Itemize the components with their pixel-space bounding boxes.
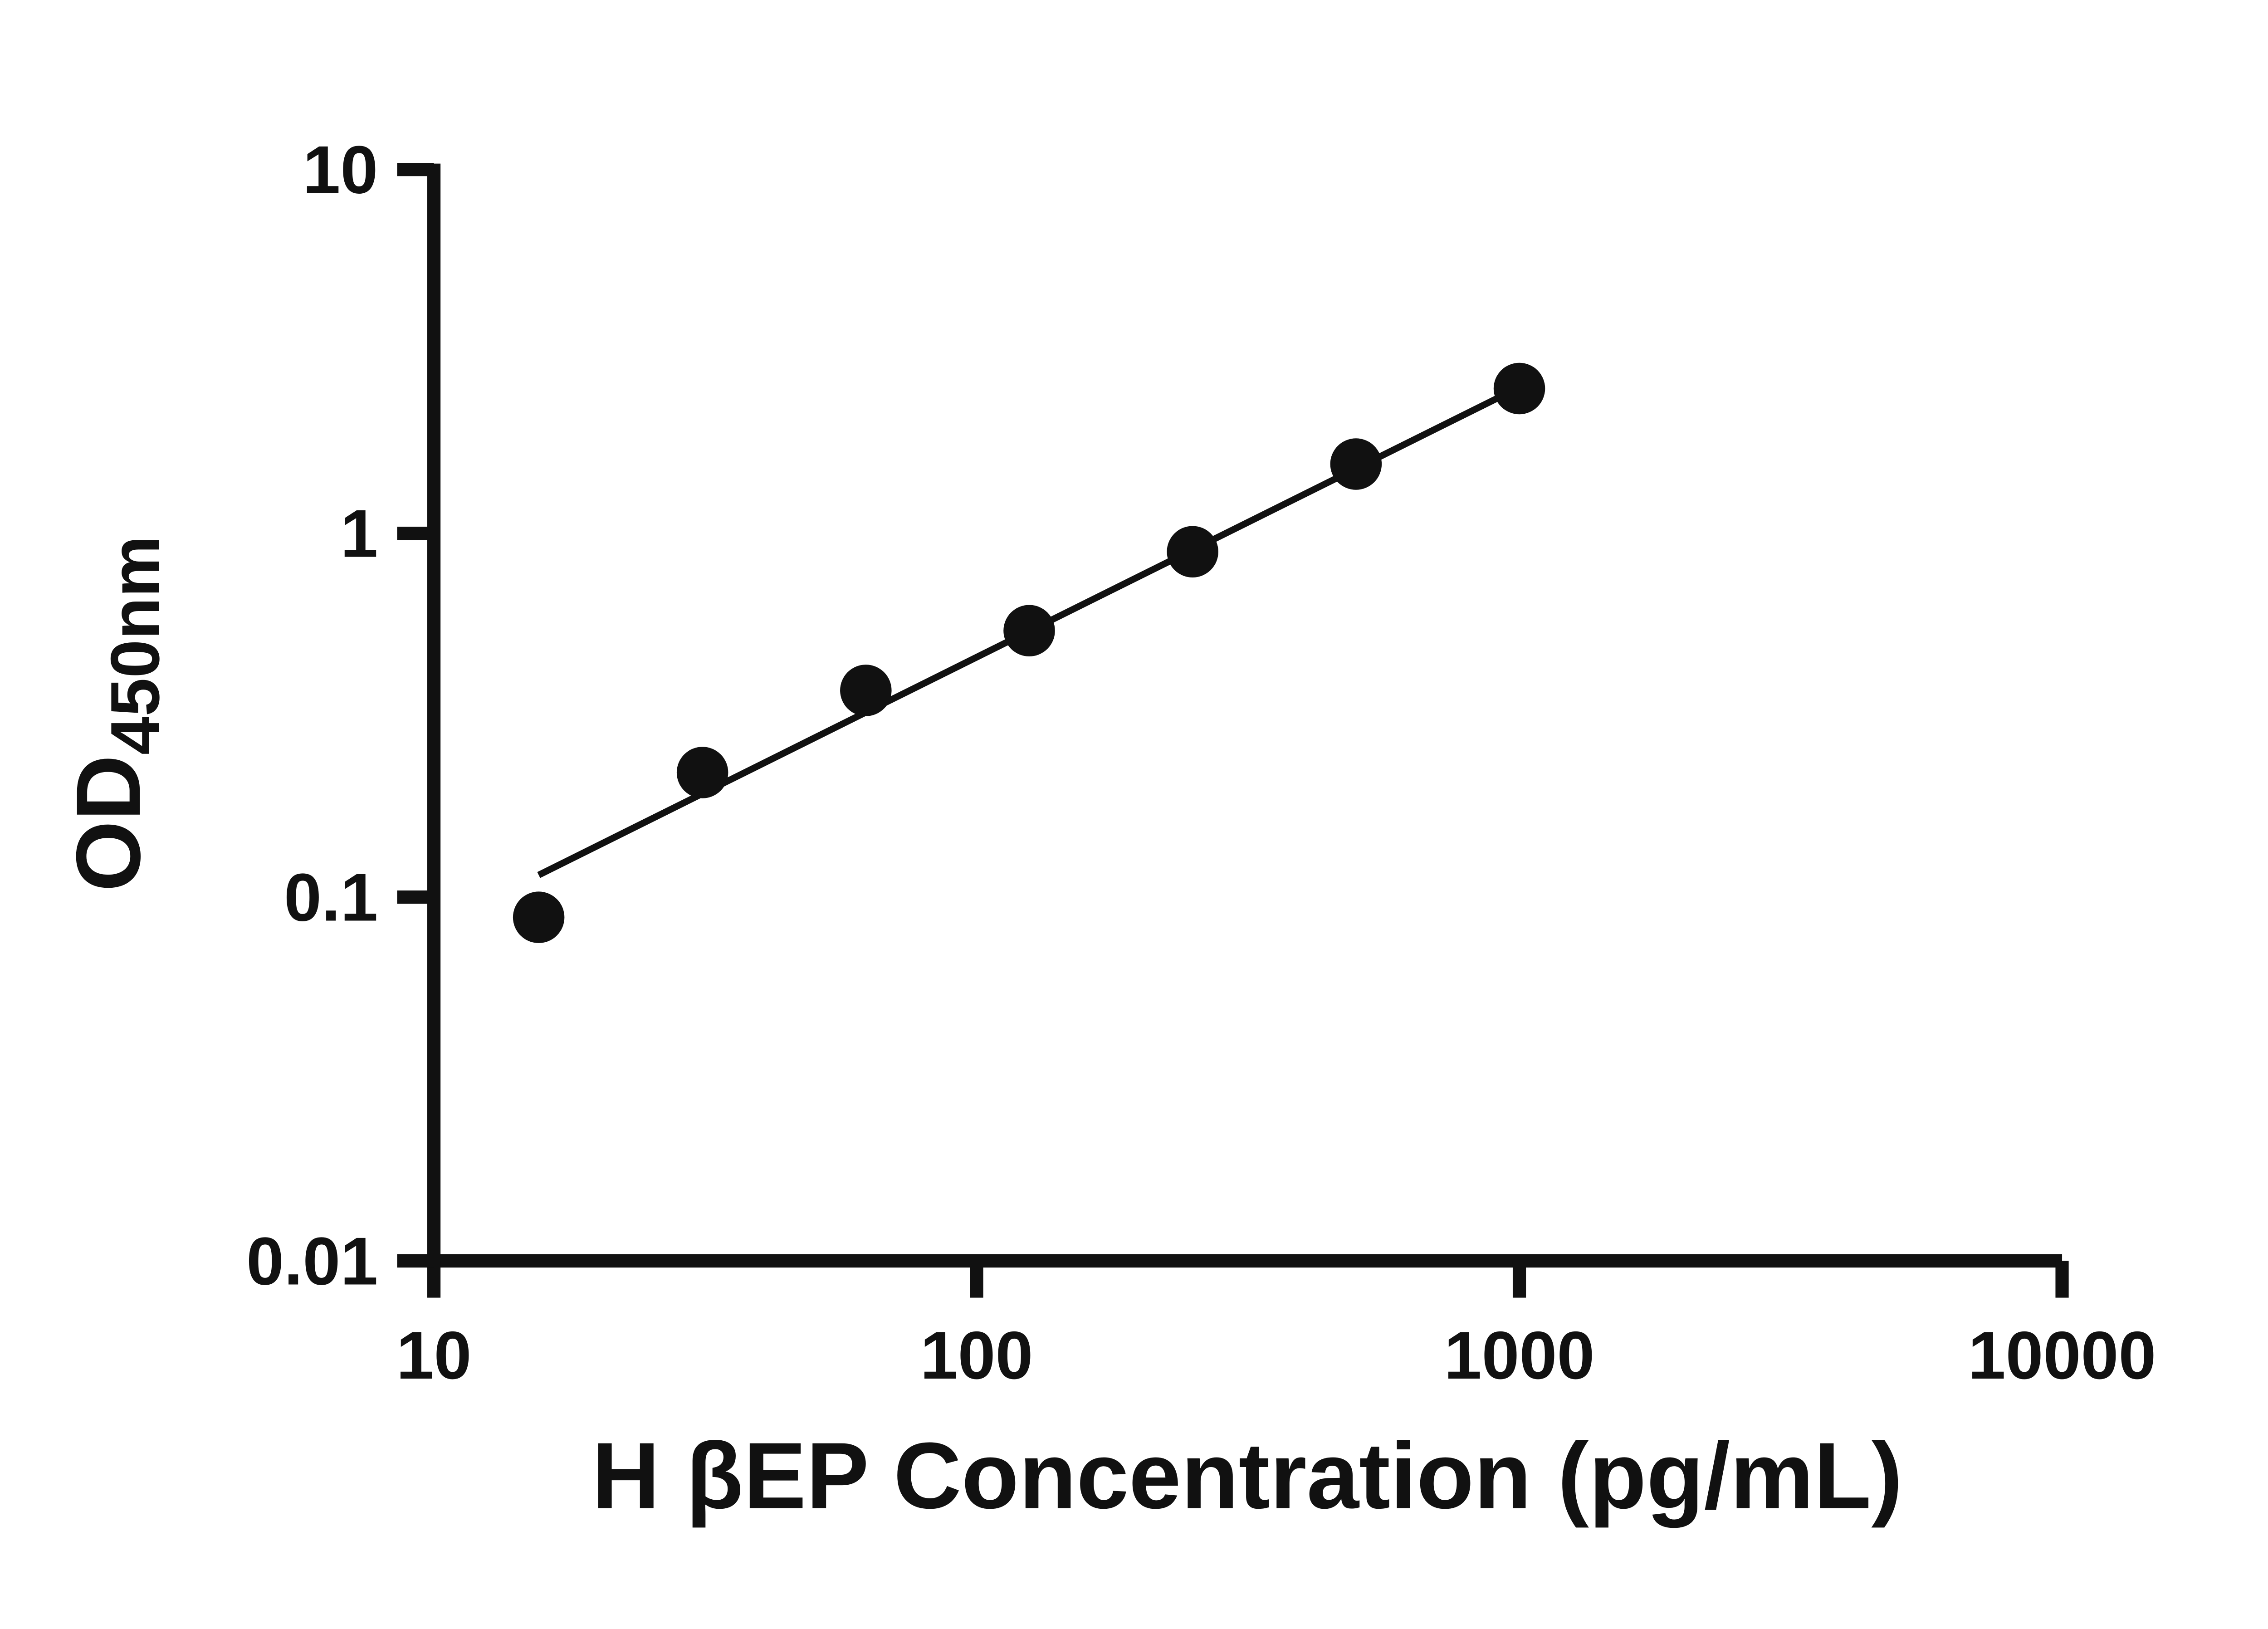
x-axis-title: H βEP Concentration (pg/mL): [592, 1423, 1903, 1528]
x-tick-label: 10: [396, 1317, 472, 1393]
data-point: [676, 747, 728, 798]
data-point: [840, 665, 892, 716]
y-axis-title-subscript: 450nm: [97, 536, 174, 755]
x-tick-label: 10000: [1968, 1317, 2156, 1393]
y-axis-title: OD450nm: [57, 536, 174, 891]
y-tick-label: 1: [340, 496, 378, 572]
data-point: [1003, 605, 1055, 656]
y-tick-label: 0.01: [246, 1223, 378, 1299]
y-axis-title-main: OD: [57, 755, 159, 892]
data-point: [1167, 526, 1218, 577]
y-tick-label: 0.1: [284, 860, 378, 935]
x-tick-label: 1000: [1444, 1317, 1595, 1393]
data-point: [1330, 438, 1382, 490]
data-point: [513, 891, 565, 943]
y-tick-label: 10: [303, 132, 378, 208]
data-point: [1493, 362, 1545, 415]
chart-layer: 10 100 1000 10000 0.01 0.1 1 10: [246, 132, 2156, 1393]
x-tick-label: 100: [920, 1317, 1033, 1393]
